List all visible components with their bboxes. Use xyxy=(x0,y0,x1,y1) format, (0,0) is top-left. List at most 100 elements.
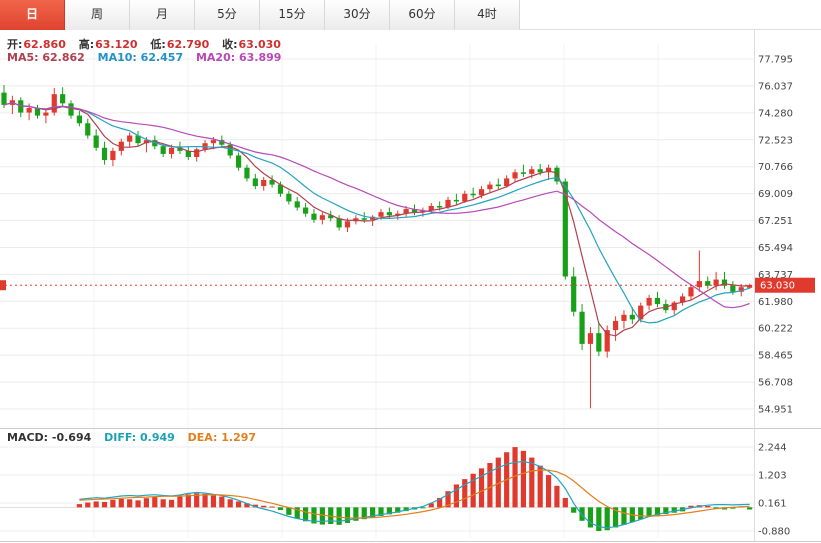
candle[interactable] xyxy=(152,140,158,147)
candle[interactable] xyxy=(738,287,744,292)
candle[interactable] xyxy=(604,330,610,352)
tab-monthly[interactable]: 月 xyxy=(130,0,195,30)
candle[interactable] xyxy=(303,207,309,214)
axis-label: 65.494 xyxy=(758,243,793,254)
candle[interactable] xyxy=(420,210,426,213)
candle[interactable] xyxy=(520,172,527,174)
candle[interactable] xyxy=(470,193,476,196)
candle[interactable] xyxy=(629,314,635,320)
candle[interactable] xyxy=(344,221,351,228)
candle[interactable] xyxy=(252,178,258,187)
candle[interactable] xyxy=(504,178,510,187)
candle[interactable] xyxy=(562,181,568,277)
candle[interactable] xyxy=(378,212,384,217)
candle[interactable] xyxy=(437,206,443,208)
candle[interactable] xyxy=(680,296,686,303)
chart-canvas[interactable]: 77.795 76.037 74.280 72.523 70.766 69.009 67.2… xyxy=(0,30,821,543)
candle[interactable] xyxy=(462,193,468,202)
candle[interactable] xyxy=(26,107,32,113)
candle[interactable] xyxy=(579,311,585,344)
candle[interactable] xyxy=(177,147,183,151)
candle[interactable] xyxy=(621,314,627,321)
candle[interactable] xyxy=(453,199,459,202)
candle[interactable] xyxy=(612,320,619,331)
tab-daily[interactable]: 日 xyxy=(0,0,65,30)
candle[interactable] xyxy=(705,281,711,286)
ma5-label: MA5: xyxy=(7,51,39,64)
candle[interactable] xyxy=(185,150,191,157)
macd-bar xyxy=(638,507,644,520)
candle[interactable] xyxy=(403,209,409,214)
candle[interactable] xyxy=(596,333,602,352)
candle[interactable] xyxy=(1,92,7,105)
candle[interactable] xyxy=(76,115,82,124)
candle[interactable] xyxy=(411,209,418,213)
candle[interactable] xyxy=(529,169,535,174)
axis-label: 69.009 xyxy=(758,189,793,200)
candle[interactable] xyxy=(118,141,124,151)
tab-5min[interactable]: 5分 xyxy=(195,0,260,30)
macd-label: MACD: xyxy=(7,431,49,444)
candle[interactable] xyxy=(51,94,57,113)
candle[interactable] xyxy=(646,297,652,306)
tab-30min[interactable]: 30分 xyxy=(325,0,390,30)
candle[interactable] xyxy=(587,333,594,344)
candle[interactable] xyxy=(219,140,225,145)
candle[interactable] xyxy=(194,149,200,157)
candle[interactable] xyxy=(269,179,275,185)
candle[interactable] xyxy=(235,155,242,168)
candle[interactable] xyxy=(654,297,661,305)
tab-weekly[interactable]: 周 xyxy=(65,0,130,30)
candle[interactable] xyxy=(747,285,753,288)
candle[interactable] xyxy=(478,189,485,196)
candle[interactable] xyxy=(487,184,493,190)
candle[interactable] xyxy=(554,167,560,182)
candle[interactable] xyxy=(571,276,577,312)
candle[interactable] xyxy=(127,135,133,142)
macd-bar xyxy=(453,484,459,508)
candle[interactable] xyxy=(93,135,99,148)
candle[interactable] xyxy=(638,305,644,320)
candle[interactable] xyxy=(210,140,217,144)
candle[interactable] xyxy=(135,135,141,144)
candle[interactable] xyxy=(311,213,317,220)
candle[interactable] xyxy=(244,167,250,179)
candle[interactable] xyxy=(696,281,702,288)
candle[interactable] xyxy=(428,206,434,211)
candle[interactable] xyxy=(688,287,694,297)
candle[interactable] xyxy=(445,199,451,208)
candle[interactable] xyxy=(495,184,501,187)
candle[interactable] xyxy=(294,201,300,208)
candle[interactable] xyxy=(545,167,552,173)
candle[interactable] xyxy=(671,302,677,311)
candle[interactable] xyxy=(361,218,367,220)
candle[interactable] xyxy=(386,212,392,216)
candle[interactable] xyxy=(143,140,150,144)
candle[interactable] xyxy=(101,147,108,161)
candle[interactable] xyxy=(277,184,284,194)
tab-15min[interactable]: 15分 xyxy=(260,0,325,30)
candle[interactable] xyxy=(286,193,292,202)
candle[interactable] xyxy=(319,215,325,220)
candle[interactable] xyxy=(328,215,334,219)
candle[interactable] xyxy=(512,172,518,179)
candle[interactable] xyxy=(34,107,41,116)
candle[interactable] xyxy=(85,123,91,136)
candle[interactable] xyxy=(713,279,719,286)
candle[interactable] xyxy=(336,218,342,228)
candle[interactable] xyxy=(721,279,728,286)
candle[interactable] xyxy=(261,179,267,187)
candle[interactable] xyxy=(160,146,166,154)
candle[interactable] xyxy=(43,112,49,116)
candle[interactable] xyxy=(227,144,233,156)
candle[interactable] xyxy=(168,147,175,154)
candle[interactable] xyxy=(537,169,543,173)
tab-60min[interactable]: 60分 xyxy=(390,0,455,30)
candle[interactable] xyxy=(395,213,401,216)
macd-bar xyxy=(152,497,158,508)
candle[interactable] xyxy=(730,285,736,292)
candle[interactable] xyxy=(110,150,116,161)
tab-4hour[interactable]: 4时 xyxy=(455,0,520,30)
candle[interactable] xyxy=(68,103,74,116)
candle[interactable] xyxy=(60,94,66,104)
